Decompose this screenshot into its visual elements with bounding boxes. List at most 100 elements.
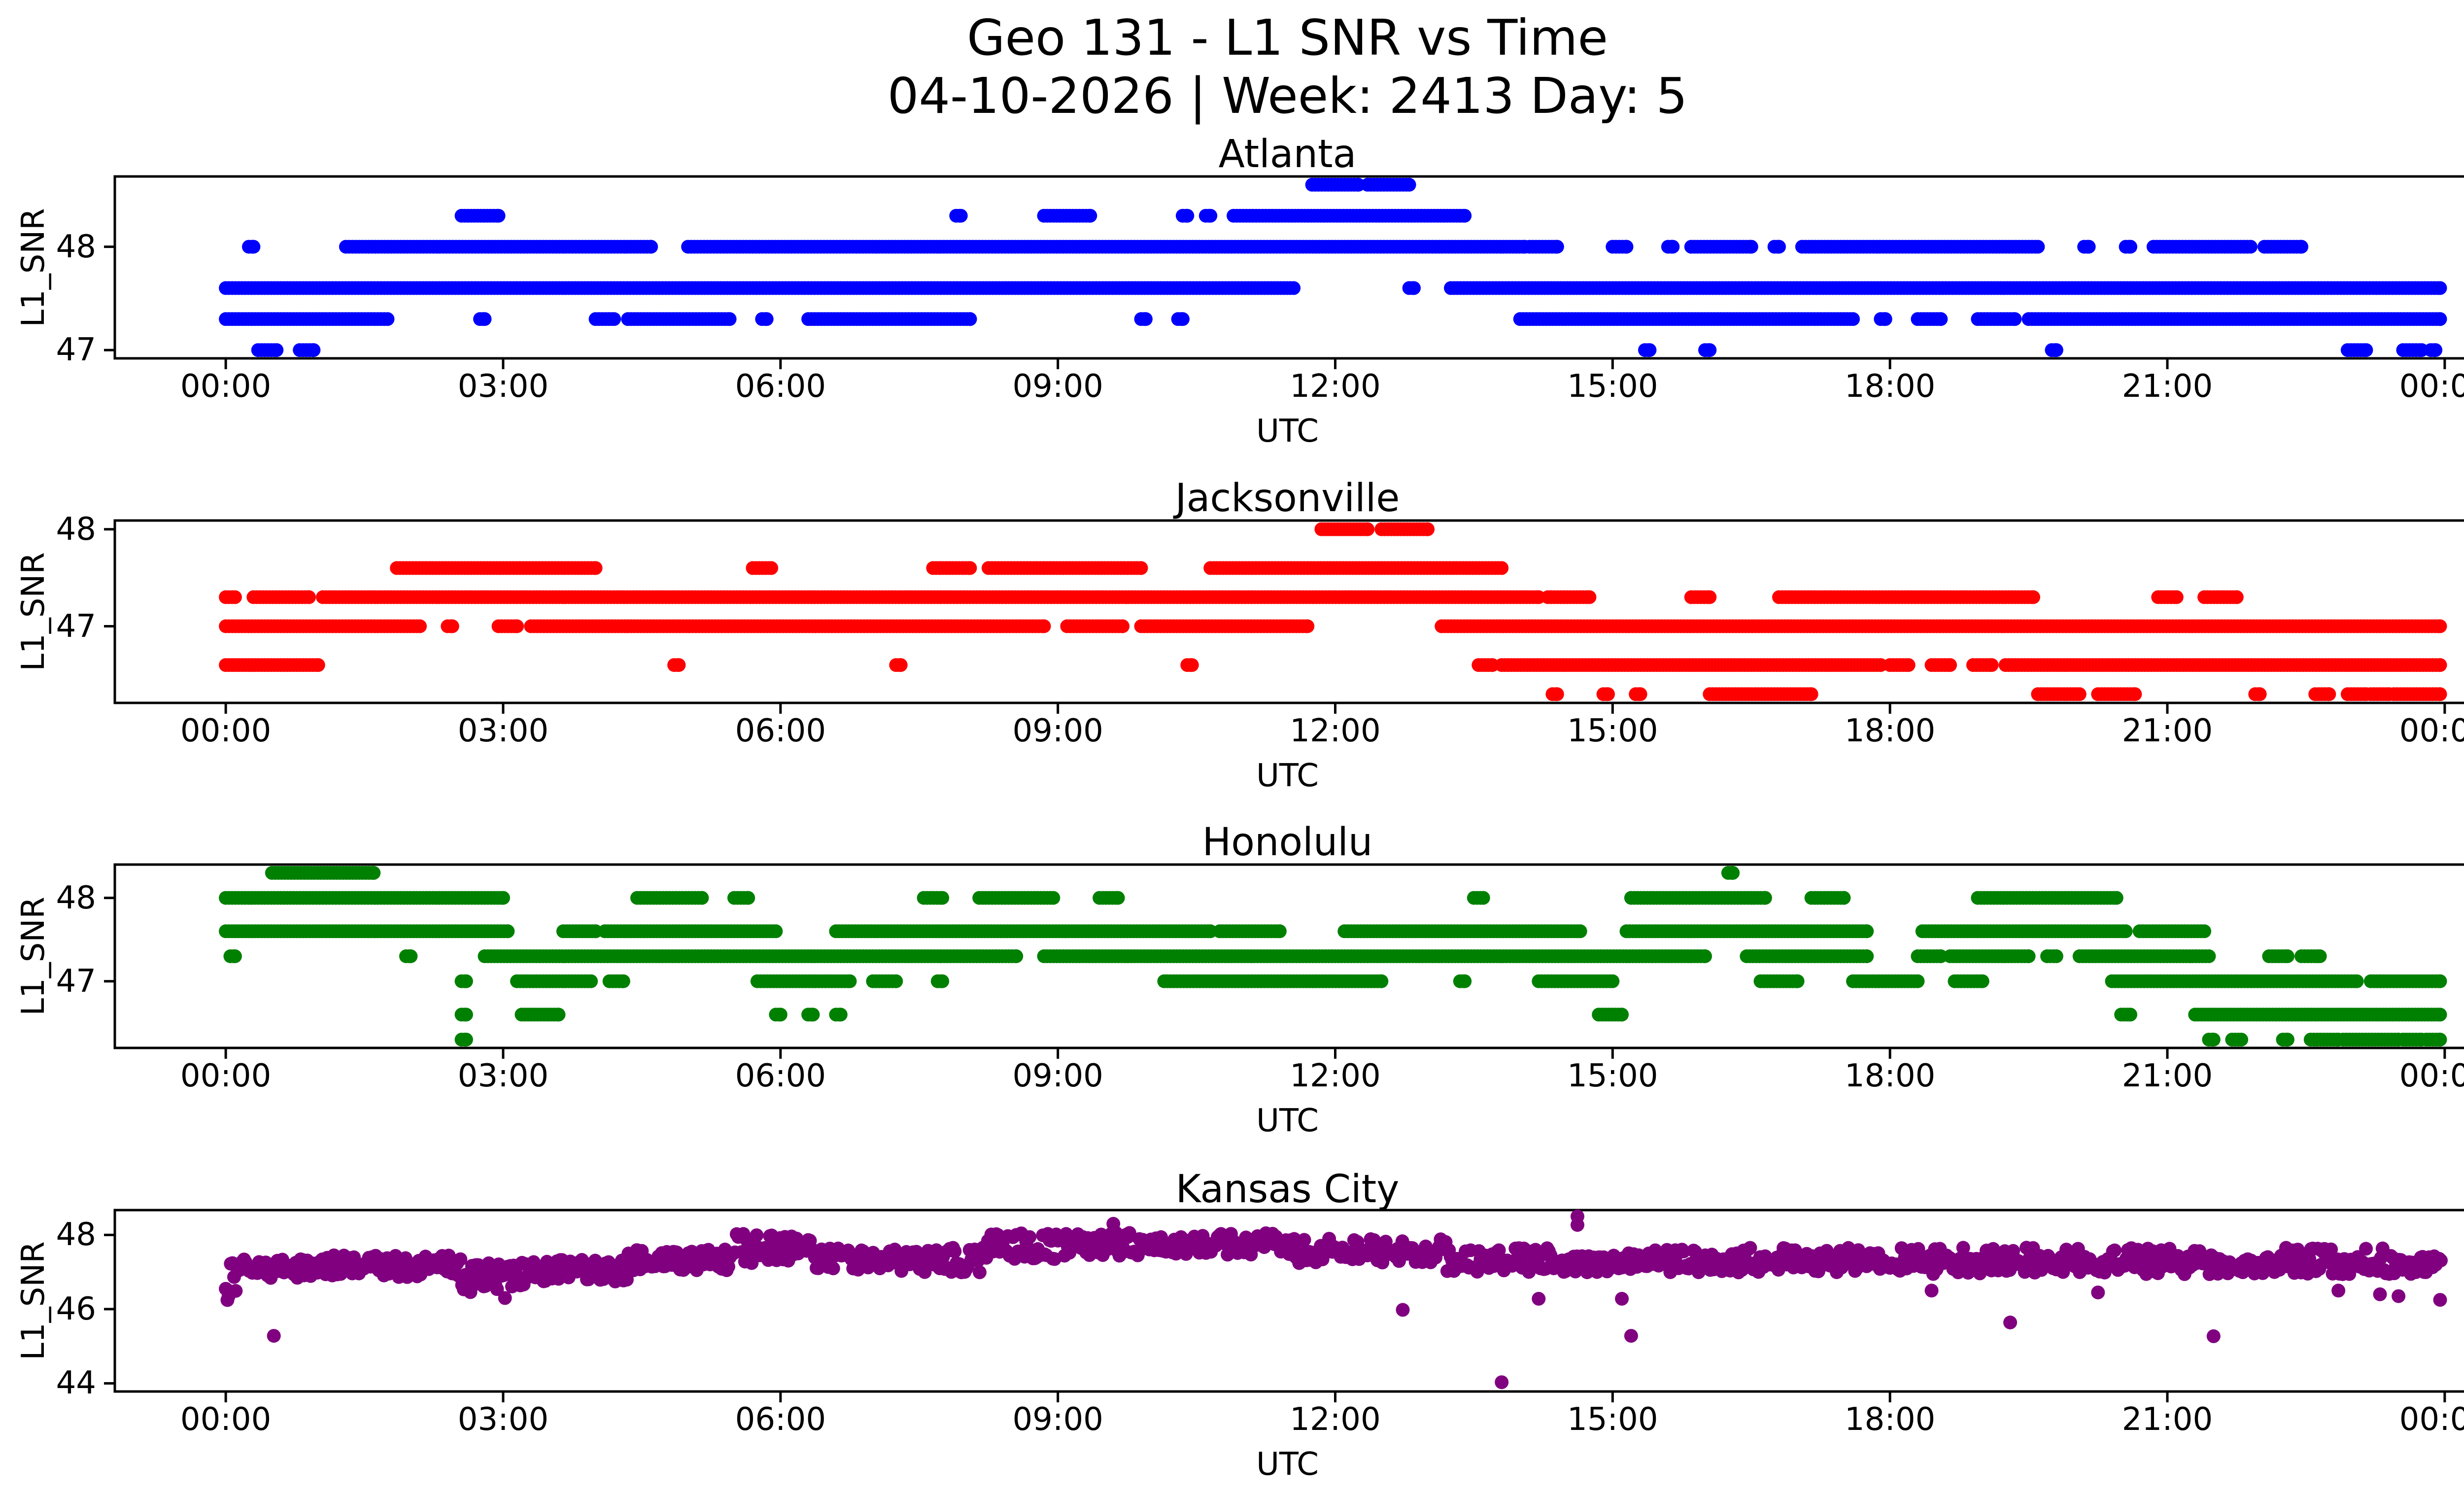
panel-title-jacksonville: Jacksonville <box>1175 476 1400 521</box>
data-point <box>1134 561 1148 575</box>
axes-spine <box>113 175 2464 360</box>
data-point <box>1666 240 1680 254</box>
data-point <box>1138 312 1153 326</box>
data-point <box>935 891 950 905</box>
data-point <box>459 974 473 988</box>
figure-title-line2: 04-10-2026 | Week: 2413 Day: 5 <box>887 67 1688 125</box>
axes-spine <box>113 519 2464 704</box>
x-axis-label-honolulu: UTC <box>1256 1103 1319 1139</box>
data-point <box>2072 687 2087 701</box>
data-point <box>1619 240 1634 254</box>
data-point <box>1476 891 1490 905</box>
data-point <box>607 312 621 326</box>
x-axis-label-kansas-city: UTC <box>1256 1446 1319 1483</box>
data-point <box>2433 619 2447 633</box>
data-point <box>1185 658 1199 672</box>
data-point <box>1582 590 1597 604</box>
figure-title-line1: Geo 131 - L1 SNR vs Time <box>967 9 1608 67</box>
data-point <box>2429 343 2443 357</box>
data-point <box>1703 590 1717 604</box>
x-axis-label-jacksonville: UTC <box>1256 758 1319 794</box>
data-point <box>1550 687 1564 701</box>
data-point <box>478 312 492 326</box>
data-point <box>2202 949 2216 963</box>
data-point <box>1878 312 1892 326</box>
data-point <box>445 619 459 633</box>
data-point <box>2280 949 2294 963</box>
data-point <box>1037 619 1051 633</box>
data-point <box>496 891 510 905</box>
data-point <box>2169 590 2184 604</box>
data-point <box>1287 281 1301 295</box>
panel-title-atlanta: Atlanta <box>1218 132 1357 176</box>
data-point <box>1361 522 1375 536</box>
scatter-plot-honolulu <box>104 863 2464 1059</box>
data-point <box>1116 619 1129 633</box>
data-point <box>588 561 603 575</box>
scatter-plot-jacksonville <box>104 519 2464 714</box>
data-point <box>2026 590 2040 604</box>
data-point <box>2128 687 2142 701</box>
data-point <box>2433 687 2447 701</box>
data-point <box>616 974 630 988</box>
data-point <box>228 949 242 963</box>
data-point <box>963 561 977 575</box>
data-point <box>510 619 524 633</box>
data-point <box>2049 343 2063 357</box>
data-point <box>1758 891 1772 905</box>
data-point <box>1643 343 1657 357</box>
data-point <box>1272 924 1287 939</box>
data-point <box>1846 312 1860 326</box>
data-point <box>2253 687 2267 701</box>
data-point <box>2119 924 2133 939</box>
data-point <box>2197 924 2212 939</box>
data-point <box>228 590 242 604</box>
data-point <box>2322 687 2336 701</box>
data-point <box>1860 924 1874 939</box>
data-point <box>246 240 261 254</box>
data-point <box>1180 209 1195 223</box>
data-point <box>1804 687 1818 701</box>
data-point <box>2243 240 2258 254</box>
data-point <box>2031 240 2045 254</box>
data-point <box>1837 891 1851 905</box>
data-point <box>764 561 779 575</box>
data-point <box>1175 312 1190 326</box>
figure-title: Geo 131 - L1 SNR vs Time 04-10-2026 | Wee… <box>0 9 2464 125</box>
data-point <box>2313 949 2327 963</box>
data-point <box>1203 209 1218 223</box>
panel-title-kansas-city: Kansas City <box>1175 1167 1400 1212</box>
data-point <box>2294 240 2309 254</box>
data-point <box>1698 949 1712 963</box>
data-point <box>2123 240 2137 254</box>
panel-title-honolulu: Honolulu <box>1202 820 1373 865</box>
data-point <box>367 866 381 880</box>
data-point <box>644 240 658 254</box>
data-point <box>1300 619 1315 633</box>
data-point <box>1703 343 1717 357</box>
data-point <box>413 619 427 633</box>
data-point <box>769 924 783 939</box>
data-point <box>1943 658 1957 672</box>
data-point <box>1402 177 1416 192</box>
data-point <box>2433 312 2447 326</box>
data-point <box>501 924 515 939</box>
data-point <box>1772 240 1786 254</box>
data-point <box>404 949 418 963</box>
data-point <box>2433 281 2447 295</box>
scatter-plot-atlanta <box>104 175 2464 369</box>
data-point <box>307 343 321 357</box>
data-point <box>1458 209 1472 223</box>
data-point <box>741 891 755 905</box>
data-point <box>2049 949 2063 963</box>
data-point <box>1860 949 1874 963</box>
data-point <box>672 658 686 672</box>
data-point <box>311 658 325 672</box>
data-point <box>2082 240 2096 254</box>
data-point <box>2359 343 2373 357</box>
data-point <box>963 312 977 326</box>
data-point <box>1009 949 1024 963</box>
data-point <box>380 312 395 326</box>
data-point <box>1495 561 1509 575</box>
data-point <box>1934 312 1948 326</box>
